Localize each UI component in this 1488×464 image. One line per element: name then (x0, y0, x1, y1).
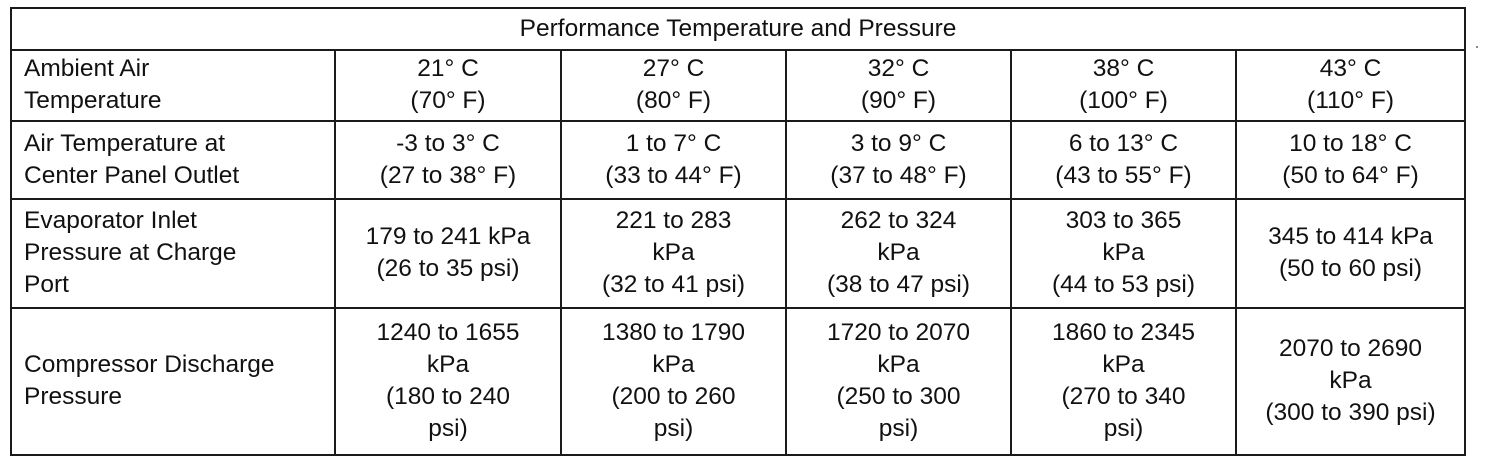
cell-line: kPa (1102, 351, 1145, 379)
table-cell: 3 to 9° C (37 to 48° F) (785, 119, 1012, 201)
cell-line: 1860 to 2345 (1051, 319, 1196, 347)
table-title: Performance Temperature and Pressure (9, 7, 1467, 51)
cell-line: 1720 to 2070 (826, 319, 971, 347)
cell-line: 6 to 13° C (1068, 130, 1179, 158)
table-cell: 179 to 241 kPa (26 to 35 psi) (334, 198, 562, 309)
cell-line: 38° C (1092, 55, 1155, 83)
cell-line: (32 to 41 psi) (602, 271, 745, 299)
cell-line: 21° C (417, 55, 479, 83)
row-label: Compressor Discharge Pressure (10, 306, 336, 457)
cell-line: (200 to 260 (611, 383, 736, 411)
table-cell: 43° C (110° F) (1234, 49, 1467, 122)
cell-line: psi) (653, 415, 694, 443)
table-row: Ambient Air Temperature 21° C (70° F) 27° C (… (10, 49, 1467, 122)
cell-line: (38 to 47 psi) (827, 271, 970, 299)
cell-line: (37 to 48° F) (830, 162, 967, 190)
cell-line: (33 to 44° F) (605, 162, 742, 190)
scan-mark (1476, 46, 1478, 48)
table-cell: 10 to 18° C (50 to 64° F) (1234, 119, 1467, 201)
cell-line: 10 to 18° C (1289, 130, 1412, 158)
cell-line: kPa (877, 351, 920, 379)
cell-line: (110° F) (1307, 87, 1394, 115)
cell-line: kPa (652, 239, 695, 267)
cell-line: (43 to 55° F) (1055, 162, 1192, 190)
cell-line: 27° C (642, 55, 705, 83)
cell-line: 32° C (867, 55, 930, 83)
table-body: Ambient Air Temperature 21° C (70° F) 27° C (… (10, 49, 1467, 457)
cell-line: (70° F) (410, 87, 486, 115)
cell-line: (250 to 300 (836, 383, 961, 411)
row-label-line: Pressure (24, 383, 123, 411)
cell-line: kPa (1329, 367, 1372, 395)
row-label-line: Ambient Air (24, 55, 150, 83)
table-cell: 1720 to 2070 kPa (250 to 300 psi) (785, 306, 1012, 457)
table-cell: 1240 to 1655 kPa (180 to 240 psi) (334, 306, 562, 457)
cell-line: 221 to 283 (615, 207, 732, 235)
row-label-line: Temperature (24, 87, 162, 115)
cell-line: (100° F) (1079, 87, 1168, 115)
cell-line: (300 to 390 psi) (1265, 399, 1436, 427)
cell-line: 1240 to 1655 (376, 319, 520, 347)
table-title-row: Performance Temperature and Pressure (9, 7, 1467, 51)
table-cell: 1 to 7° C (33 to 44° F) (560, 119, 787, 201)
cell-line: kPa (1102, 239, 1145, 267)
table-cell: 221 to 283 kPa (32 to 41 psi) (560, 198, 787, 309)
cell-line: (50 to 60 psi) (1279, 255, 1423, 283)
table-cell: 1380 to 1790 kPa (200 to 260 psi) (560, 306, 787, 457)
row-label: Air Temperature at Center Panel Outlet (10, 119, 336, 201)
row-label-line: Compressor Discharge (24, 351, 275, 379)
table-row: Evaporator Inlet Pressure at Charge Port 17… (10, 198, 1467, 309)
cell-line: psi) (878, 415, 919, 443)
cell-line: 1380 to 1790 (601, 319, 746, 347)
table-cell: 27° C (80° F) (560, 49, 787, 122)
row-label-line: Center Panel Outlet (24, 162, 240, 190)
cell-line: 43° C (1319, 55, 1382, 83)
cell-line: 303 to 365 (1065, 207, 1182, 235)
cell-line: psi) (428, 415, 468, 443)
table-cell: 38° C (100° F) (1010, 49, 1237, 122)
table-cell: 6 to 13° C (43 to 55° F) (1010, 119, 1237, 201)
row-label: Evaporator Inlet Pressure at Charge Port (10, 198, 336, 309)
cell-line: 2070 to 2690 (1278, 335, 1423, 363)
cell-line: kPa (652, 351, 695, 379)
cell-line: -3 to 3° C (396, 130, 500, 158)
table-cell: 32° C (90° F) (785, 49, 1012, 122)
row-label-line: Pressure at Charge (24, 239, 237, 267)
cell-line: 179 to 241 kPa (365, 223, 531, 251)
cell-line: (26 to 35 psi) (376, 255, 520, 283)
table-cell: 2070 to 2690 kPa (300 to 390 psi) (1234, 306, 1467, 457)
cell-line: kPa (877, 239, 920, 267)
performance-table: Performance Temperature and Pressure Amb… (9, 7, 1467, 457)
cell-line: 345 to 414 kPa (1268, 223, 1433, 251)
table-cell: 345 to 414 kPa (50 to 60 psi) (1234, 198, 1467, 309)
cell-line: 3 to 9° C (850, 130, 947, 158)
cell-line: psi) (1103, 415, 1144, 443)
table-cell: -3 to 3° C (27 to 38° F) (334, 119, 562, 201)
cell-line: kPa (426, 351, 470, 379)
row-label-line: Evaporator Inlet (24, 207, 197, 235)
performance-table-container: Performance Temperature and Pressure Amb… (9, 7, 1467, 457)
cell-line: (270 to 340 (1061, 383, 1186, 411)
cell-line: 262 to 324 (840, 207, 957, 235)
row-label-line: Port (24, 271, 69, 299)
table-cell: 21° C (70° F) (334, 49, 562, 122)
cell-line: (180 to 240 (386, 383, 510, 411)
cell-line: (50 to 64° F) (1282, 162, 1419, 190)
cell-line: 1 to 7° C (625, 130, 722, 158)
table-cell: 303 to 365 kPa (44 to 53 psi) (1010, 198, 1237, 309)
cell-line: (44 to 53 psi) (1052, 271, 1195, 299)
table-cell: 1860 to 2345 kPa (270 to 340 psi) (1010, 306, 1237, 457)
table-row: Compressor Discharge Pressure 1240 to 1655… (10, 306, 1467, 457)
cell-line: (27 to 38° F) (379, 162, 517, 190)
row-label-line: Air Temperature at (24, 130, 226, 158)
cell-line: (80° F) (635, 87, 712, 115)
row-label: Ambient Air Temperature (10, 49, 336, 122)
table-row: Air Temperature at Center Panel Outlet -3 … (10, 119, 1467, 201)
table-cell: 262 to 324 kPa (38 to 47 psi) (785, 198, 1012, 309)
cell-line: (90° F) (860, 87, 937, 115)
